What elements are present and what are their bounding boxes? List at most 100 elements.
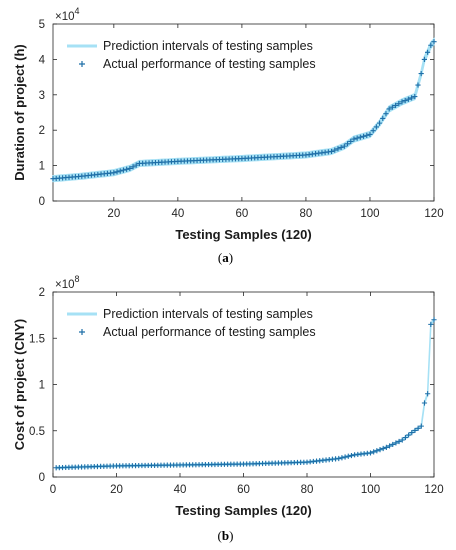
actual-performance-point [345,453,351,459]
caption-paren-open: ( [218,250,222,265]
actual-performance-point [367,450,374,456]
x-tick-label: 40 [174,484,187,496]
caption-paren-close: ) [229,528,233,543]
y-exponent-power: 4 [75,6,80,16]
actual-performance-point [332,147,338,153]
actual-performance-point [371,449,377,455]
actual-performance-point [399,99,405,105]
actual-performance-point [380,115,386,121]
actual-performance-point [336,455,342,462]
x-tick-label: 0 [50,484,56,496]
actual-performance-point [111,170,117,176]
actual-performance-point [431,39,437,45]
actual-performance-point [412,427,418,434]
actual-performance-point [130,164,136,170]
y-tick-label: 2 [39,287,45,299]
actual-performance-point [364,132,370,138]
actual-performance-point [390,441,396,448]
actual-performance-point [124,166,130,172]
actual-performance-point [377,447,383,453]
actual-performance-point [412,93,418,100]
actual-performance-point [354,135,360,141]
x-tick-label: 100 [361,484,380,496]
panel-caption: (a) [218,250,233,265]
panel-caption: (b) [218,528,234,543]
y-exponent-power: 8 [75,274,80,284]
actual-performance-point [409,430,415,436]
y-axis-label: Cost of project (CNY) [12,319,27,450]
y-tick-label: 2 [39,125,45,137]
x-tick-label: 20 [110,484,123,496]
actual-performance-point [421,400,428,406]
actual-performance-point [360,133,367,139]
y-tick-label: 3 [39,90,45,102]
y-exponent-label: ×104 [55,6,80,23]
actual-performance-point [389,104,395,110]
actual-performance-point [408,95,415,101]
prediction-interval-band [55,316,435,470]
x-tick-label: 40 [171,208,184,220]
y-tick-label: 0.5 [29,426,45,438]
legend-band-label: Prediction intervals of testing samples [103,307,313,321]
actual-performance-point [415,82,421,88]
actual-performance-point [114,169,120,175]
caption-paren-close: ) [229,250,233,265]
y-tick-label: 1 [39,161,45,173]
actual-performance-point [348,138,354,145]
actual-performance-point [421,56,427,62]
actual-performance-point [383,111,389,117]
y-tick-label: 1 [39,380,45,392]
actual-performance-point [431,317,437,323]
x-tick-label: 60 [237,484,250,496]
panel-b: 0 20 40 60 80 100 120 0 0.5 1 1.5 2 ×108 Prediction i… [12,274,444,543]
actual-performance-point [380,445,386,452]
y-tick-label: 5 [39,19,45,31]
actual-performance-point [399,437,405,443]
actual-performance-point [392,102,399,109]
actual-performance-point [425,391,431,397]
actual-performance-point [120,167,127,173]
actual-performance-point [339,455,345,461]
actual-performance-point [386,106,392,112]
actual-performance-point [396,438,402,445]
legend-band-label: Prediction intervals of testing samples [103,39,313,53]
actual-performance-point [117,168,123,174]
actual-performance-point [415,425,421,431]
legend-marker-swatch [79,61,85,67]
actual-performance-point [402,97,408,104]
actual-performance-point [335,146,341,152]
x-tick-label: 80 [300,208,313,220]
x-tick-label: 120 [424,484,443,496]
actual-performance-point [367,131,373,138]
caption-letter: b [222,528,229,543]
actual-performance-point [428,42,434,48]
actual-performance-point [342,454,348,460]
x-axis-label: Testing Samples (120) [175,503,311,518]
actual-performance-point [405,96,411,102]
actual-performance-point [402,434,409,441]
actual-performance-point [428,321,434,327]
actual-performance-point [338,144,344,151]
caption-letter: a [222,250,229,265]
y-tick-label: 0 [39,196,45,208]
legend-marker-label: Actual performance of testing samples [103,325,316,339]
actual-performance-point [406,432,412,438]
y-tick-label: 4 [39,54,46,66]
actual-performance-point [383,444,389,450]
actual-performance-point [418,70,424,77]
y-exponent-label: ×108 [55,274,80,291]
actual-performance-point [133,162,139,168]
plot-area-frame [52,23,435,202]
actual-performance-point [376,120,383,126]
panel-a: 20 40 60 80 100 120 0 1 2 3 4 5 ×104 Prediction inter… [12,6,444,265]
actual-performance-point [348,452,355,459]
actual-performance-point [370,128,376,134]
x-axis-label: Testing Samples (120) [175,227,311,242]
actual-performance-point [351,136,357,142]
actual-performance-point [424,49,431,55]
x-tick-label: 120 [424,208,443,220]
actual-performance-point [357,134,363,140]
y-axis-label: Duration of project (h) [12,44,27,181]
actual-performance-point [393,440,399,446]
